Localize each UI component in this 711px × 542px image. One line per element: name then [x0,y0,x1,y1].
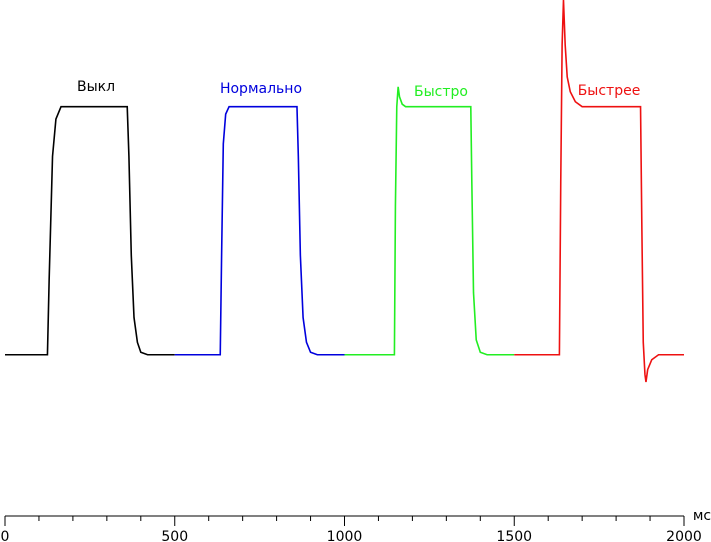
x-tick-label: 1000 [327,529,363,542]
series-label: Нормально [220,81,302,97]
x-tick-label: 2000 [666,529,702,542]
x-axis-label: мс [693,508,711,524]
x-tick-label: 500 [161,529,188,542]
series-line [344,86,515,356]
series-line [514,0,684,383]
series-label: Быстрее [578,83,641,99]
series-label: Быстро [414,84,468,100]
x-tick-label: 0 [1,529,10,542]
series-line [174,105,345,356]
series-label: Выкл [77,79,115,95]
series-line [5,105,175,356]
x-tick-label: 1500 [496,529,532,542]
